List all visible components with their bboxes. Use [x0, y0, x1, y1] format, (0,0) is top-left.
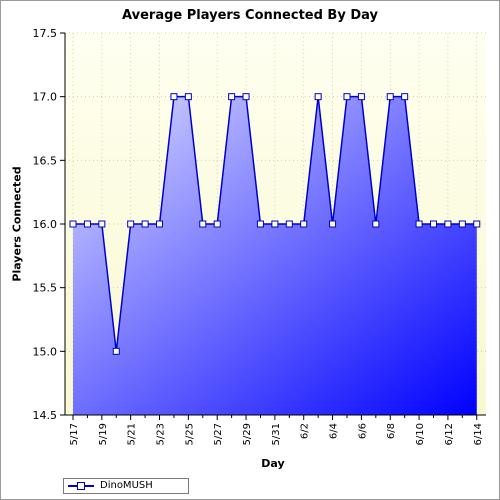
data-point [430, 220, 437, 228]
data-point [98, 220, 106, 228]
x-tick-label: 6/14 [473, 423, 484, 445]
y-tick-label: 15.0 [33, 345, 58, 358]
legend: DinoMUSH [63, 478, 189, 494]
data-point [271, 220, 279, 228]
legend-marker-swatch [77, 482, 85, 490]
data-point [156, 220, 164, 228]
x-tick-label: 5/23 [156, 423, 167, 445]
data-point [213, 220, 221, 228]
data-point [184, 93, 192, 101]
data-point [141, 220, 149, 228]
data-point [127, 220, 135, 228]
x-tick-label: 5/17 [69, 423, 80, 445]
data-point [401, 93, 409, 101]
data-point [300, 220, 308, 228]
x-tick-label: 5/29 [242, 423, 253, 445]
chart-title: Average Players Connected By Day [122, 8, 378, 23]
data-point [242, 93, 250, 101]
y-tick-label: 14.5 [33, 409, 58, 422]
data-point [458, 220, 466, 228]
data-point [386, 93, 394, 101]
y-tick-label: 17.5 [33, 27, 58, 40]
data-point [357, 93, 365, 101]
y-tick-label: 16.5 [33, 154, 58, 167]
data-point [83, 220, 91, 228]
x-tick-label: 6/2 [300, 423, 311, 439]
data-point [199, 220, 207, 228]
data-point [285, 220, 293, 228]
data-point [170, 93, 178, 101]
data-point [228, 93, 236, 101]
x-tick-label: 6/4 [329, 423, 340, 439]
y-tick-label: 17.0 [33, 91, 58, 104]
x-tick-label: 6/12 [444, 423, 455, 445]
data-point [329, 220, 337, 228]
x-tick-label: 5/25 [184, 423, 195, 445]
y-tick-label: 16.0 [33, 218, 58, 231]
data-point [69, 220, 77, 228]
data-point [112, 347, 120, 355]
x-axis-label: Day [261, 457, 285, 470]
x-tick-label: 6/8 [386, 423, 397, 439]
legend-label: DinoMUSH [100, 480, 153, 491]
data-point [444, 220, 452, 228]
y-tick-label: 15.5 [33, 282, 58, 295]
data-point [343, 93, 351, 101]
x-tick-label: 5/27 [213, 423, 224, 445]
series-area-fill [73, 96, 477, 416]
x-tick-label: 6/6 [357, 423, 368, 439]
x-tick-label: 5/21 [127, 423, 138, 445]
x-tick-label: 5/19 [98, 423, 109, 445]
data-point [415, 220, 423, 228]
x-tick-label: 5/31 [271, 423, 282, 445]
data-point [314, 93, 322, 101]
data-point [256, 220, 264, 228]
data-point [473, 220, 481, 228]
data-point [372, 220, 380, 228]
x-tick-label: 6/10 [415, 423, 426, 445]
